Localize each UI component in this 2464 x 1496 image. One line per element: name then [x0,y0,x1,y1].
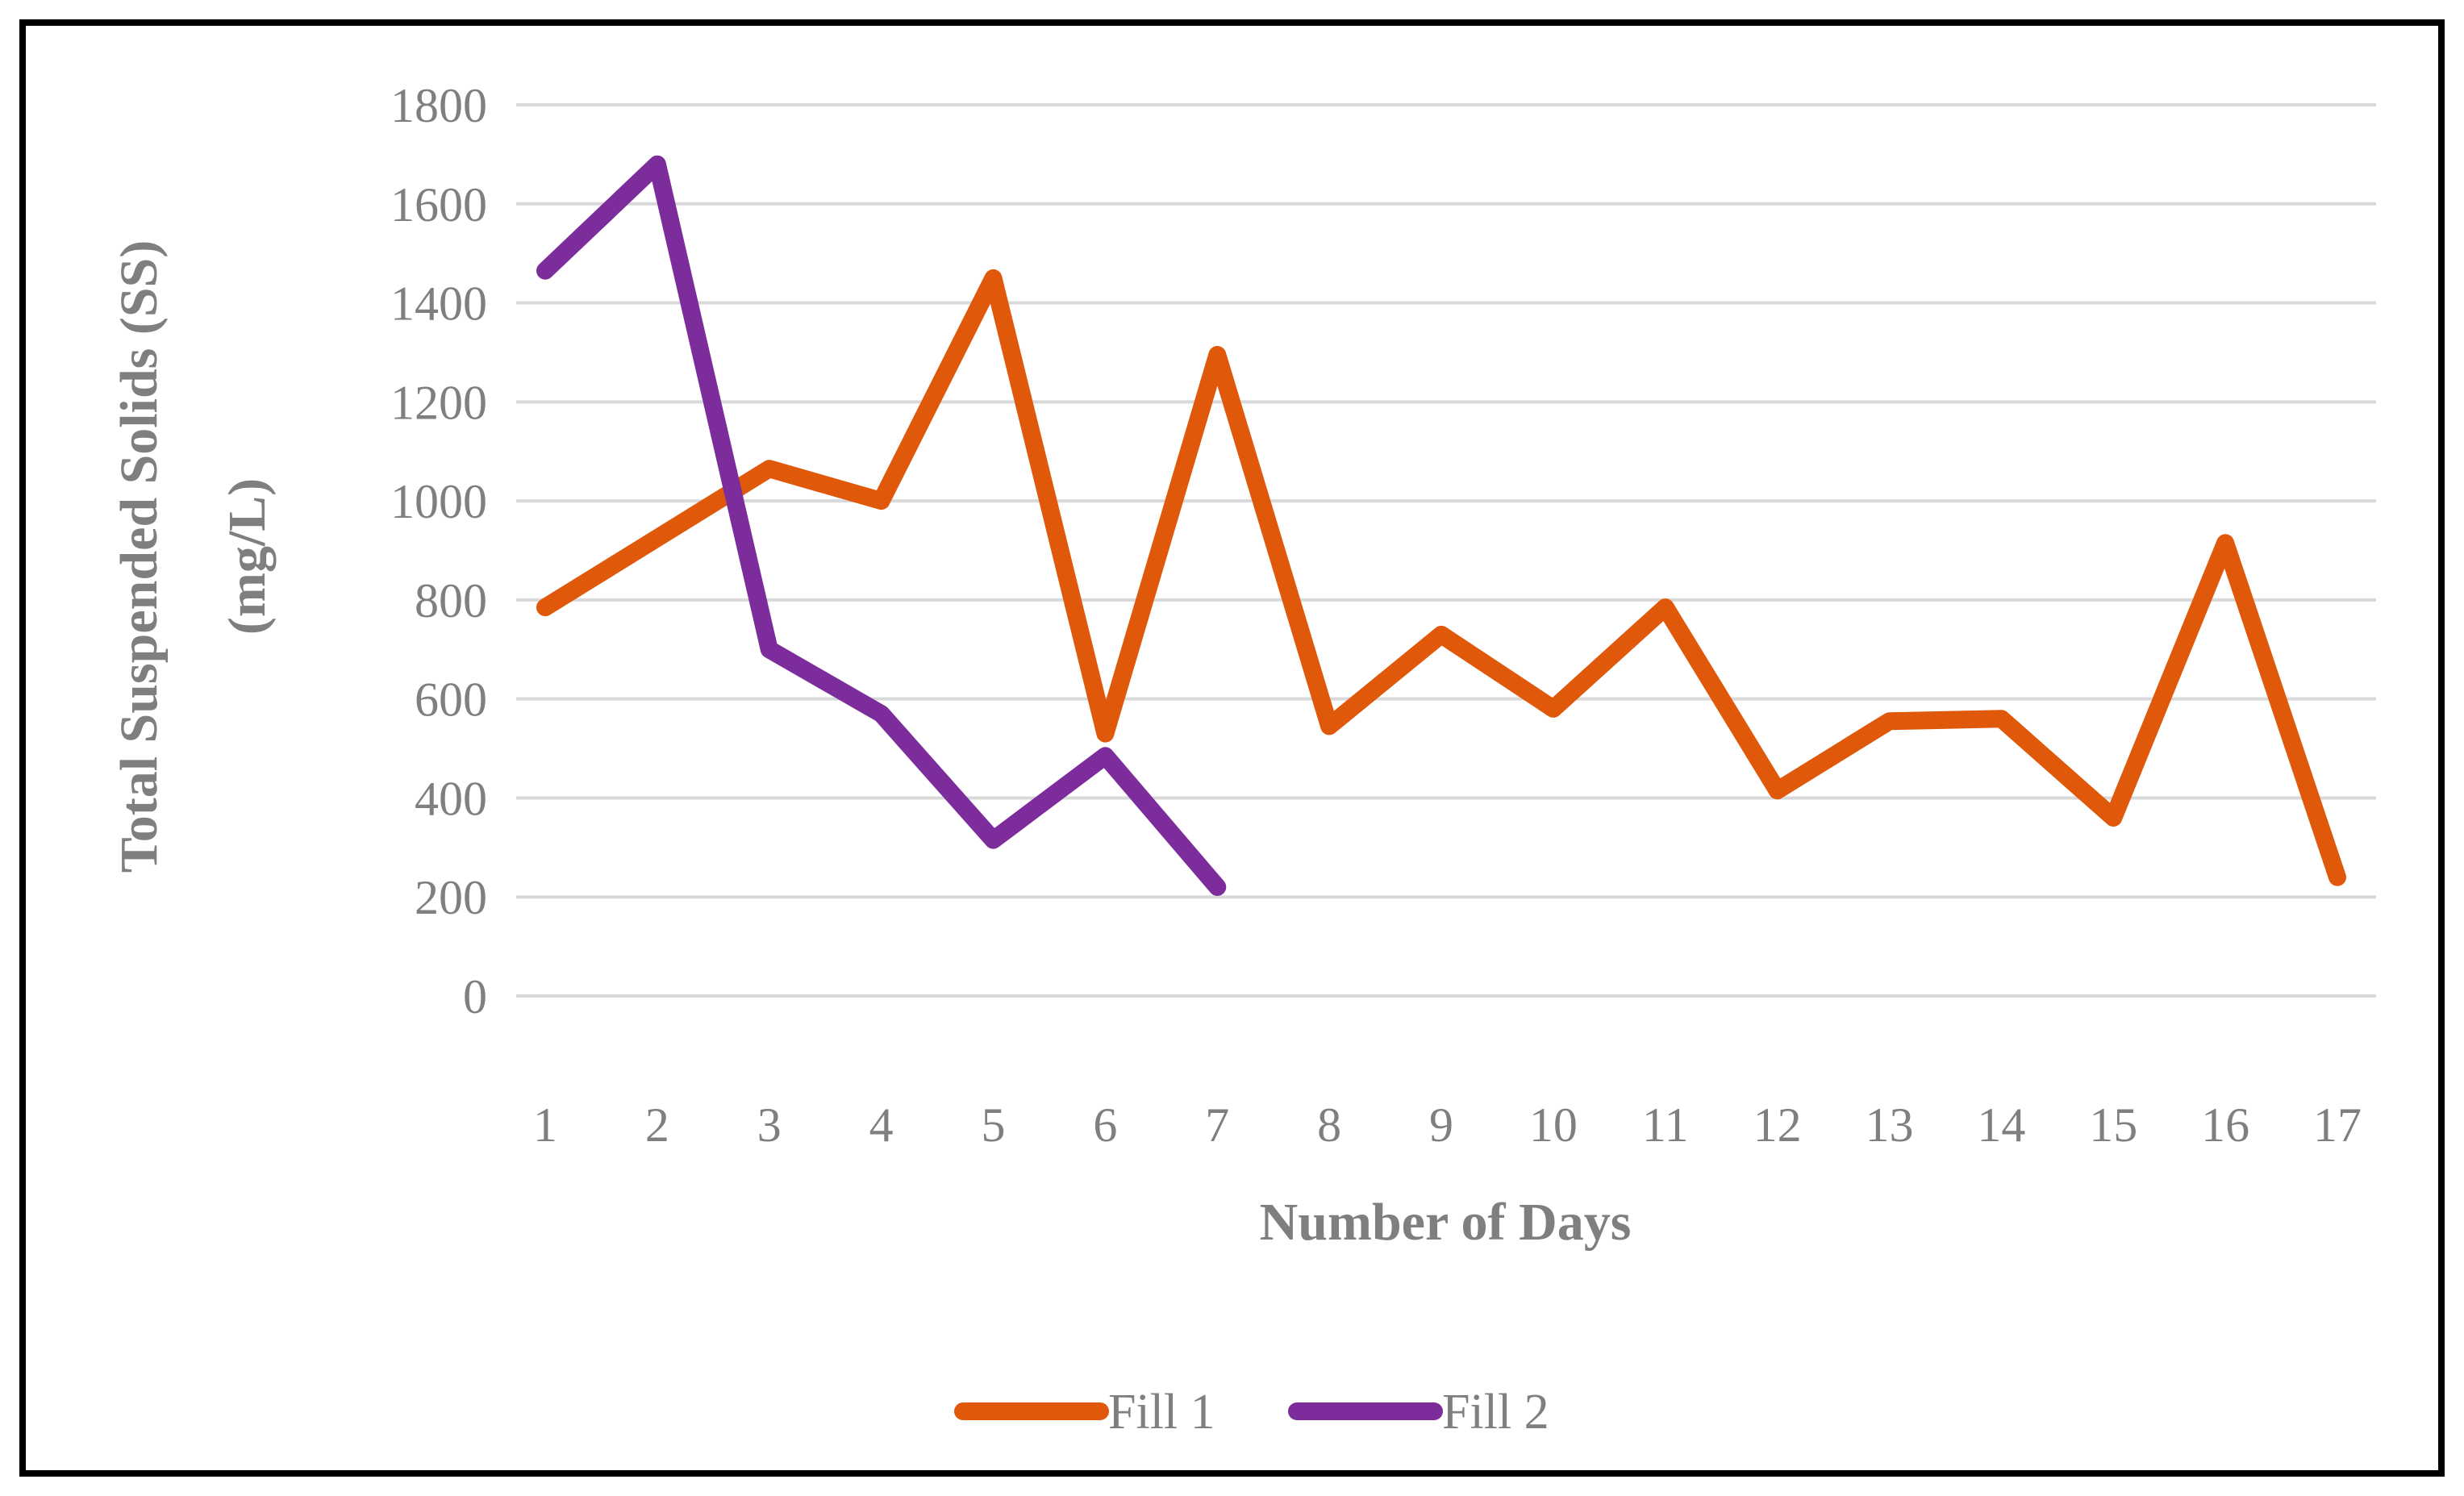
gridlines-group [516,103,2376,998]
legend-label-fill-2: Fill 2 [1442,1385,1549,1440]
x-axis-tick-label: 14 [1977,1098,2025,1152]
series-line-fill-1 [536,269,2346,886]
y-axis-tick-label: 200 [415,871,487,924]
x-axis-tick-label: 5 [982,1098,1006,1152]
y-axis-tick-label: 1400 [390,277,487,331]
x-axis-tick-labels-group: 1 2 3 4 5 6 7 8 9 10 11 12 13 14 15 16 17 [533,1098,2362,1152]
y-axis-title-line2: (mg/L) [218,478,277,635]
y-axis-tick-label: 600 [415,673,487,727]
x-axis-tick-label: 11 [1642,1098,1689,1152]
x-axis-tick-label: 12 [1753,1098,1802,1152]
y-axis-tick-label: 1800 [390,79,487,132]
y-axis-tick-label: 400 [415,772,487,825]
x-axis-tick-label: 2 [645,1098,669,1152]
legend-group: Fill 1 Fill 2 [954,1385,1549,1440]
x-axis-tick-label: 10 [1529,1098,1578,1152]
x-axis-tick-label: 16 [2201,1098,2249,1152]
legend-label-fill-1: Fill 1 [1108,1385,1215,1440]
x-axis-tick-label: 17 [2313,1098,2362,1152]
x-axis-tick-label: 4 [869,1098,894,1152]
x-axis-tick-label: 1 [533,1098,557,1152]
chart-border-group [19,19,2445,1477]
y-axis-title-line1: Total Suspended Solids (SS) [110,240,169,873]
y-axis-tick-label: 1200 [390,376,487,429]
y-axis-tick-label: 1000 [390,475,487,528]
y-axis-tick-label: 1600 [390,178,487,231]
x-axis-tick-label: 7 [1205,1098,1229,1152]
x-axis-tick-label: 13 [1866,1098,1914,1152]
y-axis-tick-label: 800 [415,574,487,627]
x-axis-tick-label: 3 [757,1098,782,1152]
x-axis-title: Number of Days [1260,1193,1632,1252]
series-line-fill-2 [536,155,1227,896]
x-axis-tick-label: 15 [2089,1098,2137,1152]
y-axis-tick-label: 0 [463,970,487,1023]
y-axis-tick-labels-group: 0 200 400 600 800 1000 1200 1400 1600 1800 [390,79,487,1023]
data-series-group [536,155,2346,896]
chart-outer-border [19,19,2445,1477]
axis-titles-group: Number of Days Total Suspended Solids (SS… [110,240,1631,1252]
x-axis-tick-label: 9 [1429,1098,1453,1152]
x-axis-tick-label: 8 [1317,1098,1341,1152]
x-axis-tick-label: 6 [1093,1098,1117,1152]
